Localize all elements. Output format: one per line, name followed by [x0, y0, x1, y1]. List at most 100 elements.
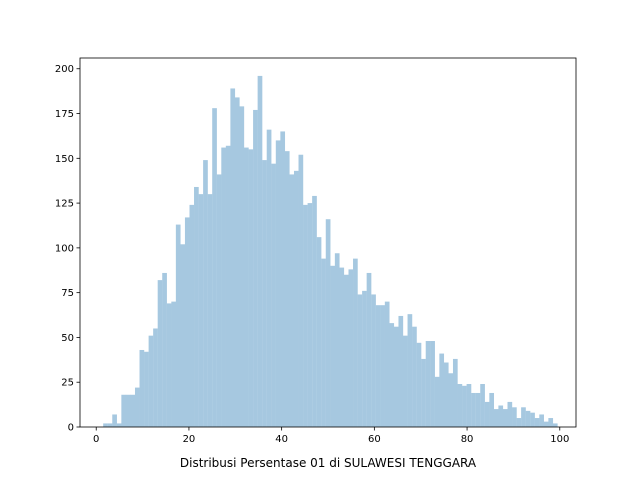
- histogram-bar: [507, 401, 513, 427]
- histogram-bar: [212, 108, 217, 427]
- histogram-bar: [548, 418, 554, 427]
- x-tick-label: 100: [550, 434, 569, 445]
- x-tick-label: 60: [368, 434, 381, 445]
- y-tick-label: 125: [55, 199, 74, 210]
- histogram-bar: [343, 274, 349, 427]
- histogram-bar: [293, 170, 299, 427]
- histogram-bar: [107, 423, 113, 427]
- histogram-bar: [248, 149, 254, 427]
- histogram-bar: [162, 272, 167, 427]
- histogram-bar: [207, 194, 213, 427]
- histogram-bar: [284, 151, 290, 427]
- histogram-bar: [516, 418, 522, 427]
- histogram-bar: [457, 384, 463, 427]
- histogram-bar: [521, 407, 526, 427]
- histogram-bar: [239, 106, 245, 428]
- histogram-bar: [393, 326, 399, 427]
- histogram-bar: [330, 265, 336, 427]
- histogram-bar: [443, 362, 449, 427]
- histogram-bar: [184, 217, 190, 427]
- histogram-bar: [434, 376, 440, 427]
- bars-group: [103, 75, 558, 428]
- histogram-bar: [275, 140, 281, 427]
- histogram-bar: [112, 414, 117, 427]
- histogram-bar: [512, 407, 517, 427]
- histogram-bar: [334, 253, 340, 427]
- histogram-bar: [303, 204, 308, 427]
- histogram-bar: [262, 160, 267, 427]
- histogram-bar: [398, 315, 404, 427]
- histogram-bar: [489, 392, 495, 427]
- x-tick-label: 40: [275, 434, 288, 445]
- x-axis-label: Distribusi Persentase 01 di SULAWESI TEN…: [180, 456, 477, 470]
- histogram-bar: [139, 349, 145, 427]
- histogram-bar: [225, 145, 231, 427]
- histogram-bar: [552, 423, 558, 427]
- histogram-bar: [480, 384, 485, 427]
- histogram-bar: [234, 97, 240, 427]
- histogram-bar: [125, 394, 131, 427]
- histogram-bar: [498, 405, 504, 427]
- histogram-bar: [421, 358, 426, 427]
- histogram-bar: [462, 385, 467, 427]
- histogram-bar: [371, 294, 376, 427]
- histogram-bar: [412, 326, 417, 427]
- histogram-bar: [430, 341, 435, 427]
- histogram-bar: [439, 353, 445, 427]
- histogram-bar: [452, 358, 458, 427]
- histogram-bar: [266, 129, 272, 427]
- y-tick-label: 100: [55, 243, 74, 254]
- y-tick-label: 175: [55, 109, 74, 120]
- histogram-bar: [348, 269, 354, 427]
- histogram-bar: [475, 392, 481, 427]
- histogram-bar: [380, 305, 385, 427]
- histogram-bar: [216, 174, 222, 427]
- histogram-bar: [471, 392, 476, 427]
- histogram-bar: [375, 305, 381, 427]
- histogram-bar: [271, 163, 276, 427]
- histogram-bar: [116, 423, 122, 427]
- histogram-bar: [134, 387, 140, 427]
- plot-frame: [79, 57, 577, 428]
- x-tick-label: 80: [461, 434, 474, 445]
- y-tick-label: 200: [55, 64, 74, 75]
- histogram-bar: [130, 394, 136, 427]
- histogram-bar: [230, 88, 236, 427]
- histogram-bar: [325, 219, 331, 427]
- axes-group: 0 20 40 60 80 100 0 25 50 75 100 125 150 175 200: [55, 57, 577, 445]
- histogram-bar: [189, 204, 195, 427]
- histogram-bar: [316, 237, 322, 427]
- y-tick-label: 50: [61, 333, 74, 344]
- histogram-bar: [425, 341, 431, 427]
- histogram-bar: [362, 290, 367, 427]
- histogram-bar: [171, 301, 177, 427]
- histogram-bar: [357, 294, 363, 427]
- y-tick-label: 0: [68, 423, 74, 434]
- histogram-bar: [534, 418, 540, 427]
- histogram-bar: [289, 174, 295, 427]
- histogram-bar: [203, 160, 208, 427]
- histogram-bar: [257, 75, 263, 427]
- histogram-bar: [198, 194, 204, 427]
- histogram-bar: [244, 147, 249, 427]
- histogram-bar: [353, 258, 358, 427]
- histogram-bar: [484, 401, 490, 427]
- histogram-bar: [194, 186, 199, 427]
- histogram-bar: [253, 109, 258, 427]
- histogram-bar: [321, 258, 326, 427]
- histogram-bar: [502, 409, 508, 427]
- histogram-bar: [416, 342, 422, 427]
- y-tick-label: 75: [61, 288, 74, 299]
- x-tick-label: 0: [93, 434, 99, 445]
- histogram-bar: [539, 414, 544, 427]
- histogram-bar: [103, 423, 108, 427]
- histogram-bar: [121, 394, 127, 427]
- histogram-bar: [366, 272, 372, 427]
- histogram-bar: [403, 335, 408, 427]
- y-tick-label: 25: [61, 378, 74, 389]
- histogram-bar: [389, 323, 395, 427]
- histogram-bar: [221, 147, 226, 427]
- histogram-bar: [543, 421, 549, 427]
- histogram-bar: [166, 303, 172, 427]
